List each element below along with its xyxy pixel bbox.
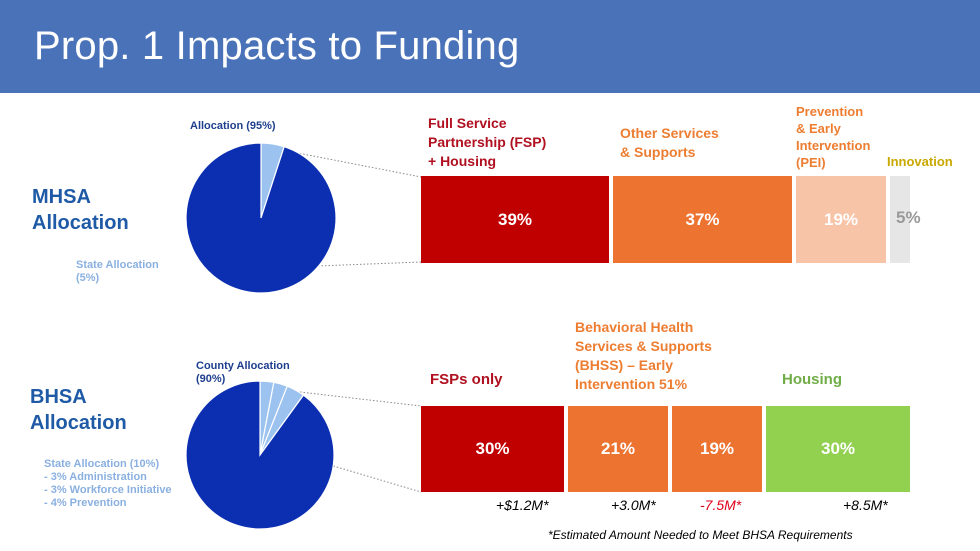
bhsa-bar-early-intervention-value: 19% <box>699 439 735 458</box>
title-bar: Prop. 1 Impacts to Funding <box>0 0 980 93</box>
mhsa-category-label-1-line1: Other Services <box>620 125 719 141</box>
bhsa-bar-early-intervention: 19% <box>672 406 762 492</box>
mhsa-category-label-pei: Prevention & Early Intervention (PEI) <box>796 103 870 171</box>
bhsa-pie-minor-caption: State Allocation (10%) - 3% Administrati… <box>44 458 172 510</box>
mhsa-bar-oss: 37% <box>613 176 792 263</box>
mhsa-label: MHSA Allocation <box>32 184 129 236</box>
mhsa-pie-minor-caption-line1: State Allocation <box>76 259 159 271</box>
mhsa-category-label-fsp: Full Service Partnership (FSP) + Housing <box>428 114 546 171</box>
mhsa-category-label-innovation: Innovation <box>887 153 953 170</box>
mhsa-category-label-2-line1: Prevention <box>796 104 864 119</box>
bhsa-pie-chart <box>185 380 335 530</box>
mhsa-category-label-1-line2: & Supports <box>620 144 696 160</box>
bhsa-delta-early-intervention: -7.5M* <box>700 497 742 513</box>
bhsa-bar-fsp-value: 30% <box>475 439 510 458</box>
bhsa-pie-main-caption: County Allocation (90%) <box>196 360 290 386</box>
mhsa-category-label-oss: Other Services & Supports <box>620 124 719 162</box>
bhsa-label-line1: BHSA <box>30 386 87 408</box>
bhsa-bar-bhss-value: 21% <box>600 439 636 458</box>
bhsa-label-line2: Allocation <box>30 412 127 434</box>
mhsa-bar-oss-value: 37% <box>685 209 720 229</box>
mhsa-bar-innovation-value: 5% <box>896 208 921 227</box>
bhsa-category-label-bhss-line4: Intervention 51% <box>575 376 688 392</box>
mhsa-bar-fsp-value: 39% <box>497 209 533 229</box>
mhsa-category-label-2-line2: & Early <box>796 121 841 136</box>
bhsa-pie-slice-4 <box>185 380 335 530</box>
mhsa-pie-chart <box>185 142 337 294</box>
mhsa-label-line1: MHSA <box>32 186 91 208</box>
slide-title: Prop. 1 Impacts to Funding <box>34 24 520 68</box>
bhsa-category-label-housing: Housing <box>782 371 842 388</box>
bhsa-bar-fsp: 30% <box>421 406 564 492</box>
bhsa-bar-housing-value: 30% <box>820 439 856 458</box>
bhsa-delta-bhss: +3.0M* <box>611 497 656 513</box>
bhsa-label: BHSA Allocation <box>30 384 127 436</box>
bhsa-bar-housing: 30% <box>766 406 910 492</box>
bhsa-pie-minor-caption-line3: - 3% Workforce Initiative <box>44 484 172 496</box>
mhsa-bar-innovation <box>890 176 910 263</box>
bhsa-pie-minor-caption-line2: - 3% Administration <box>44 471 147 483</box>
mhsa-pie-slice-2 <box>185 142 337 294</box>
footnote: *Estimated Amount Needed to Meet BHSA Re… <box>548 528 853 542</box>
bhsa-pie-minor-caption-line4: - 4% Prevention <box>44 497 127 509</box>
bhsa-pie-main-caption-line2: (90%) <box>196 373 226 385</box>
mhsa-category-label-2-line3: Intervention <box>796 138 871 153</box>
bhsa-category-label-fsp: FSPs only <box>430 371 503 388</box>
bhsa-category-label-bhss-line1: Behavioral Health <box>575 319 694 335</box>
mhsa-bar-fsp: 39% <box>421 176 609 263</box>
mhsa-category-label-0-line3: + Housing <box>428 153 497 169</box>
mhsa-pie-main-caption: Allocation (95%) <box>190 120 276 132</box>
bhsa-bar-bhss: 21% <box>568 406 668 492</box>
mhsa-bar-pei: 19% <box>796 176 886 263</box>
bhsa-delta-fsp: +$1.2M* <box>496 497 549 513</box>
bhsa-category-label-bhss-line3: (BHSS) – Early <box>575 357 674 373</box>
mhsa-label-line2: Allocation <box>32 212 129 234</box>
mhsa-pie-minor-caption: State Allocation (5%) <box>76 259 159 285</box>
mhsa-pie-minor-caption-line2: (5%) <box>76 272 100 284</box>
mhsa-bar-pei-value: 19% <box>823 209 859 229</box>
mhsa-category-label-3-line1: Innovation <box>887 154 953 169</box>
bhsa-connector-bottom <box>319 461 422 493</box>
bhsa-delta-housing: +8.5M* <box>843 497 888 513</box>
mhsa-category-label-0-line1: Full Service <box>428 115 507 131</box>
mhsa-category-label-2-line4: (PEI) <box>796 155 826 170</box>
bhsa-pie-main-caption-line1: County Allocation <box>196 360 290 372</box>
bhsa-category-label-bhss: Behavioral Health Services & Supports (BHS… <box>575 318 712 394</box>
bhsa-category-label-bhss-line2: Services & Supports <box>575 338 712 354</box>
mhsa-category-label-0-line2: Partnership (FSP) <box>428 134 547 150</box>
bhsa-pie-minor-caption-line1: State Allocation (10%) <box>44 458 160 470</box>
